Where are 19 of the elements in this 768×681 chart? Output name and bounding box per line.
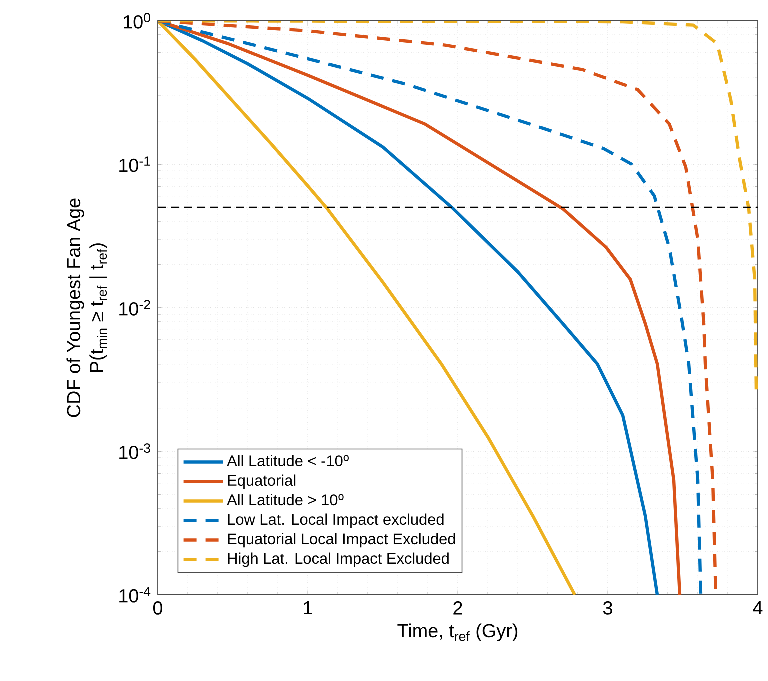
- text: CDF of Youngest Fan Age: [66, 198, 84, 418]
- y-tick-label: 10$^{0}$: [124, 13, 150, 29]
- legend-label: High Lat. Local Impact Excluded: [228, 552, 449, 568]
- legend-label: Equatorial Local Impact Excluded: [228, 533, 456, 548]
- legend-label: Low Lat. Local Impact excluded: [228, 514, 444, 528]
- legend-label: All Latitude > 10$^{o}$: [227, 494, 344, 506]
- legend-label: All Latitude < -10$^{o}$: [227, 455, 349, 467]
- x-axis-title: Time, t$_{ref}$ (Gyr): [398, 624, 518, 642]
- x-tick-label: 4: [753, 602, 763, 615]
- x-tick-label: 0: [153, 602, 163, 615]
- y-tick-label: 10$^{-4}$: [120, 587, 151, 603]
- x-tick-label: 3: [603, 602, 612, 615]
- y-tick-label: 10$^{-2}$: [120, 300, 150, 316]
- x-tick-label: 1: [304, 602, 312, 615]
- y-tick-label: 10$^{-1}$: [120, 156, 150, 172]
- x-tick-label: 2: [454, 602, 462, 615]
- text: P(t$_{min}$ ≥ t$_{ref}$ | t$_{ref}$): [90, 244, 108, 372]
- y-tick-label: 10$^{-3}$: [120, 444, 150, 460]
- legend-label: Equatorial: [228, 474, 296, 490]
